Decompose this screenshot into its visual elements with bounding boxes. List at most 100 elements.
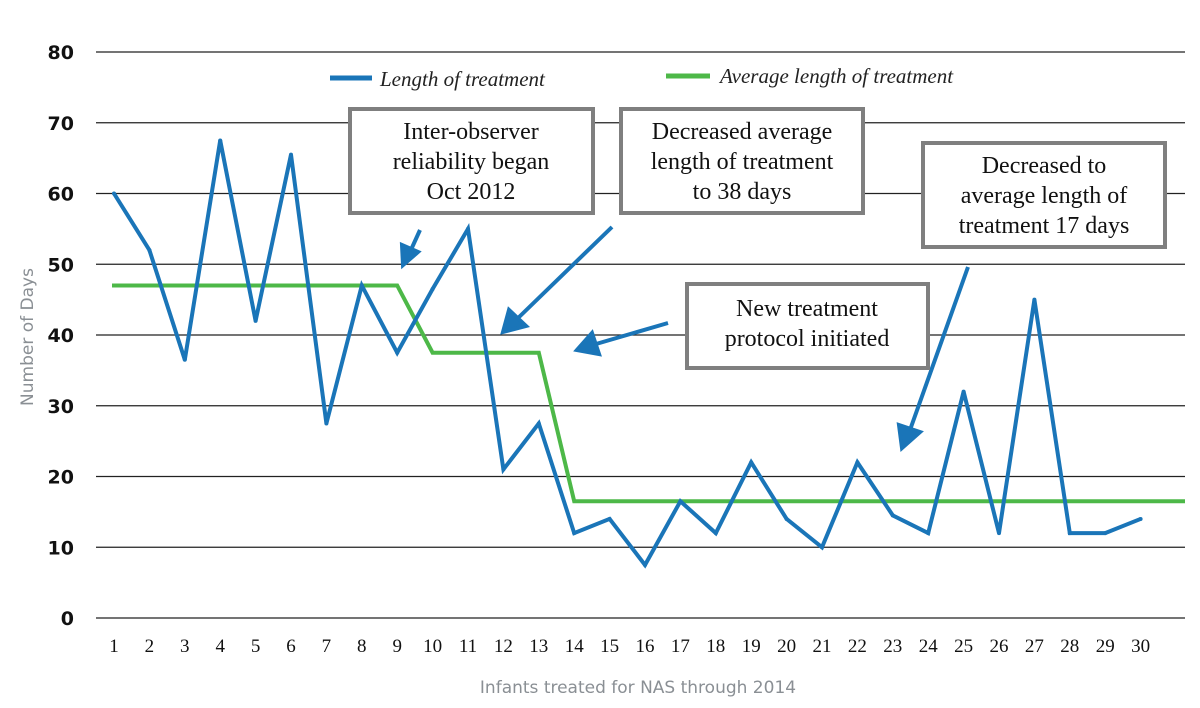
y-tick-label: 60 bbox=[48, 184, 74, 206]
y-tick-label: 0 bbox=[61, 608, 74, 630]
x-tick-label: 25 bbox=[954, 636, 973, 657]
data-point-length bbox=[253, 318, 258, 323]
x-tick-label: 19 bbox=[742, 636, 761, 657]
y-tick-label: 40 bbox=[48, 325, 74, 347]
y-tick-label: 20 bbox=[48, 467, 74, 489]
x-tick-label: 8 bbox=[357, 636, 367, 657]
data-point-length bbox=[643, 562, 647, 567]
annotation-arrows bbox=[399, 225, 970, 453]
data-point-length bbox=[536, 421, 541, 426]
x-tick-label: 29 bbox=[1096, 636, 1115, 657]
x-tick-label: 2 bbox=[145, 636, 155, 657]
data-point-length bbox=[466, 226, 470, 231]
data-point-length bbox=[678, 499, 683, 504]
data-point-length bbox=[997, 531, 1001, 536]
x-tick-label: 26 bbox=[990, 636, 1009, 657]
x-tick-label: 14 bbox=[565, 636, 585, 657]
annotation-text-line: protocol initiated bbox=[725, 326, 890, 352]
x-tick-label: 13 bbox=[529, 636, 548, 657]
annotation-text-line: average length of bbox=[961, 183, 1128, 209]
data-point-length bbox=[713, 531, 718, 536]
x-tick-label: 30 bbox=[1131, 636, 1150, 657]
x-tick-label: 10 bbox=[423, 636, 442, 657]
annotation-text-line: to 38 days bbox=[693, 179, 792, 205]
x-tick-label: 5 bbox=[251, 636, 261, 657]
x-axis-title: Infants treated for NAS through 2014 bbox=[480, 678, 796, 698]
data-point-length bbox=[1103, 531, 1108, 536]
x-tick-label: 17 bbox=[671, 636, 690, 657]
x-tick-label: 11 bbox=[459, 636, 477, 657]
annotation-text-line: length of treatment bbox=[651, 149, 834, 175]
data-point-length bbox=[890, 513, 895, 518]
arrow-17-days bbox=[896, 266, 970, 453]
y-axis-ticks: 0 10 20 30 40 50 60 70 80 bbox=[48, 42, 74, 630]
x-tick-label: 1 bbox=[109, 636, 119, 657]
data-point-length bbox=[430, 287, 435, 292]
data-point-length bbox=[1032, 297, 1037, 302]
annotation-17-days: Decreased to average length of treatment… bbox=[921, 141, 1167, 249]
x-tick-label: 27 bbox=[1025, 636, 1044, 657]
data-point-length bbox=[784, 516, 789, 521]
series-line-length bbox=[112, 140, 1142, 569]
data-point-length bbox=[501, 467, 506, 472]
data-point-length bbox=[359, 283, 364, 288]
x-tick-label: 16 bbox=[636, 636, 655, 657]
x-tick-label: 23 bbox=[883, 636, 902, 657]
annotation-text-line: Oct 2012 bbox=[427, 179, 516, 205]
annotation-inter-observer: Inter-observer reliability began Oct 201… bbox=[348, 107, 595, 215]
data-point-length bbox=[855, 460, 860, 465]
data-point-length bbox=[182, 357, 187, 362]
y-tick-label: 10 bbox=[48, 537, 74, 559]
arrow-inter-observer bbox=[399, 229, 422, 270]
data-point-length bbox=[961, 389, 966, 394]
x-tick-label: 9 bbox=[392, 636, 402, 657]
data-point-length bbox=[1138, 516, 1143, 521]
data-points bbox=[112, 138, 1143, 567]
annotation-text-line: Decreased to bbox=[982, 153, 1107, 179]
data-point-length bbox=[572, 531, 577, 536]
gridlines bbox=[96, 51, 1185, 619]
annotation-text-line: New treatment bbox=[736, 296, 878, 322]
y-tick-label: 80 bbox=[48, 42, 74, 64]
data-point-length bbox=[289, 152, 293, 157]
x-axis-ticks: 1 2 3 4 5 6 7 8 9 10 11 12 13 14 15 16 17 18 19 20 21 22 23 24 2… bbox=[109, 636, 1150, 657]
annotation-38-days: Decreased average length of treatment to… bbox=[619, 107, 865, 215]
arrow-38-days bbox=[500, 225, 614, 335]
data-point-length bbox=[324, 421, 329, 426]
y-axis-title: Number of Days bbox=[18, 268, 38, 406]
y-tick-label: 30 bbox=[48, 396, 74, 418]
data-point-length bbox=[749, 460, 754, 465]
data-point-length bbox=[607, 516, 612, 521]
x-tick-label: 7 bbox=[322, 636, 332, 657]
data-point-length bbox=[926, 531, 931, 536]
data-point-length bbox=[218, 138, 223, 143]
x-tick-label: 15 bbox=[600, 636, 619, 657]
x-tick-label: 20 bbox=[777, 636, 796, 657]
y-tick-label: 50 bbox=[48, 254, 74, 276]
x-tick-label: 18 bbox=[706, 636, 725, 657]
x-tick-label: 21 bbox=[813, 636, 832, 657]
x-tick-label: 12 bbox=[494, 636, 513, 657]
arrow-new-protocol bbox=[573, 321, 669, 357]
data-point-length bbox=[112, 191, 116, 196]
x-tick-label: 4 bbox=[215, 636, 225, 657]
y-tick-label: 70 bbox=[48, 113, 74, 135]
series-line-average bbox=[112, 283, 1185, 504]
annotation-new-protocol: New treatment protocol initiated bbox=[685, 282, 930, 370]
legend-label-length: Length of treatment bbox=[379, 67, 546, 91]
data-point-length bbox=[820, 545, 824, 550]
annotation-text-line: treatment 17 days bbox=[959, 213, 1130, 239]
x-tick-label: 6 bbox=[286, 636, 296, 657]
legend-label-average: Average length of treatment bbox=[718, 64, 954, 88]
data-point-length bbox=[147, 248, 152, 253]
legend: Length of treatment Average length of tr… bbox=[330, 64, 954, 91]
x-tick-label: 28 bbox=[1060, 636, 1079, 657]
x-tick-label: 24 bbox=[919, 636, 939, 657]
data-point-length bbox=[395, 350, 400, 355]
annotation-text-line: reliability began bbox=[393, 149, 550, 175]
annotation-text-line: Decreased average bbox=[652, 119, 833, 145]
annotation-text-line: Inter-observer bbox=[403, 119, 538, 145]
x-tick-label: 3 bbox=[180, 636, 190, 657]
data-point-length bbox=[1067, 531, 1072, 536]
